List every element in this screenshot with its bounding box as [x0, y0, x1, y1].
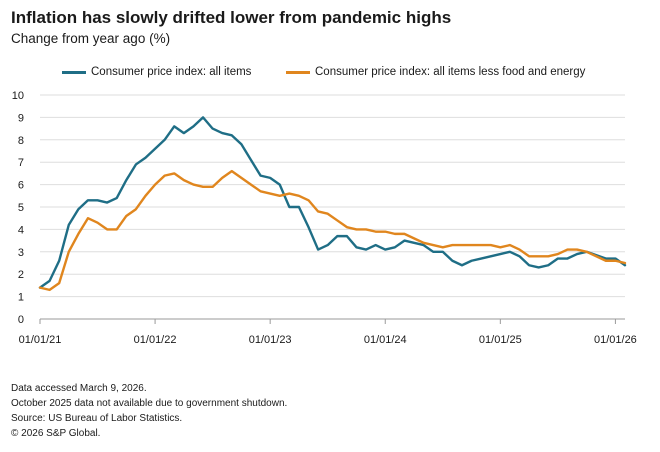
series-line-core-cpi	[38, 169, 627, 292]
x-tick-label: 01/01/21	[19, 334, 62, 346]
legend-swatch-core-cpi	[286, 70, 310, 74]
gridlines	[40, 94, 625, 320]
y-tick-label: 4	[18, 224, 24, 236]
legend-label-cpi: Consumer price index: all items	[91, 66, 252, 78]
x-tick-label: 01/01/23	[249, 334, 292, 346]
y-tick-label: 3	[18, 247, 24, 259]
x-tick-label: 01/01/24	[364, 334, 407, 346]
legend-item-core-cpi: Consumer price index: all items less foo…	[286, 66, 585, 78]
y-tick-label: 5	[18, 202, 24, 214]
chart-subtitle: Change from year ago (%)	[11, 31, 171, 46]
y-tick-label: 10	[12, 90, 24, 102]
y-tick-label: 9	[18, 112, 24, 124]
x-tick-label: 01/01/26	[594, 334, 637, 346]
y-axis: 0 1 2 3 4 5 6 7 8 9 10	[12, 90, 24, 326]
x-tick-label: 01/01/22	[134, 334, 177, 346]
series-line-cpi	[38, 116, 627, 289]
x-axis: 01/01/21 01/01/22 01/01/23 01/01/24 01/01/25…	[19, 319, 637, 346]
legend-label-core-cpi: Consumer price index: all items less foo…	[315, 66, 586, 78]
y-tick-label: 0	[18, 314, 24, 326]
note-data-accessed: Data accessed March 9, 2026.	[11, 383, 147, 394]
y-tick-label: 2	[18, 269, 24, 281]
y-tick-label: 7	[18, 157, 24, 169]
series-lines	[38, 116, 627, 292]
chart-notes: Data accessed March 9, 2026. October 202…	[11, 381, 287, 441]
note-copyright: © 2026 S&P Global.	[11, 428, 101, 439]
y-tick-label: 1	[18, 292, 24, 304]
y-tick-label: 8	[18, 135, 24, 147]
chart-title: Inflation has slowly drifted lower from …	[11, 8, 452, 27]
y-tick-label: 6	[18, 180, 24, 192]
legend-item-cpi: Consumer price index: all items	[62, 66, 251, 78]
chart-legend: Consumer price index: all items Consumer…	[0, 66, 660, 82]
legend-swatch-cpi	[62, 70, 86, 74]
note-source: Source: US Bureau of Labor Statistics.	[11, 413, 183, 424]
x-tick-label: 01/01/25	[479, 334, 522, 346]
note-shutdown: October 2025 data not available due to g…	[11, 398, 288, 409]
